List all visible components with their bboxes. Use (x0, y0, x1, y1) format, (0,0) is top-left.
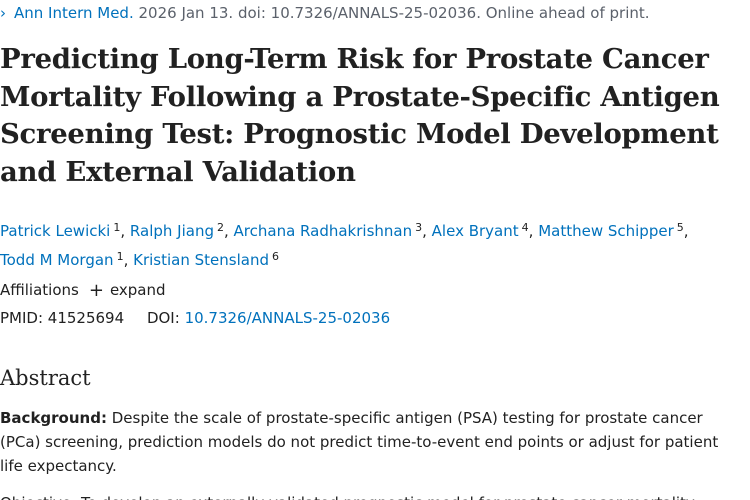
citation-details: 2026 Jan 13. doi: 10.7326/ANNALS-25-0203… (133, 4, 650, 22)
affiliation-ref[interactable]: 1 (116, 250, 124, 263)
author-separator: , (528, 222, 534, 240)
author-separator: , (223, 222, 229, 240)
journal-citation: › Ann Intern Med. 2026 Jan 13. doi: 10.73… (0, 3, 650, 23)
author-separator: , (120, 222, 126, 240)
author-link[interactable]: Kristian Stensland (133, 251, 269, 269)
doi-link[interactable]: 10.7326/ANNALS-25-02036 (184, 309, 391, 327)
journal-link[interactable]: Ann Intern Med. (14, 4, 134, 22)
identifiers-row: PMID: 41525694 DOI: 10.7326/ANNALS-25-02… (0, 308, 390, 328)
author-link[interactable]: Archana Radhakrishnan (233, 222, 413, 240)
affiliation-ref[interactable]: 2 (216, 221, 224, 234)
background-label: Background: (0, 409, 107, 427)
background-text: Despite the scale of prostate-specific a… (0, 409, 719, 475)
abstract-objective-partial: Objective: To develop an externally vali… (0, 491, 745, 500)
author-separator: , (422, 222, 427, 240)
affiliation-ref[interactable]: 5 (676, 221, 684, 234)
expand-affiliations-button[interactable]: + expand (88, 280, 166, 301)
author-separator: , (123, 251, 129, 269)
author-link[interactable]: Alex Bryant (431, 222, 519, 240)
abstract-background: Background: Despite the scale of prostat… (0, 406, 745, 478)
affiliations-label: Affiliations (0, 281, 79, 299)
affiliation-ref[interactable]: 6 (271, 250, 279, 263)
abstract-heading: Abstract (0, 366, 91, 390)
author-list: Patrick Lewicki 1, Ralph Jiang 2, Archana … (0, 215, 740, 273)
chevron-right-icon: › (0, 4, 6, 22)
affiliation-ref[interactable]: 4 (521, 221, 529, 234)
author-link[interactable]: Ralph Jiang (129, 222, 214, 240)
doi-label: DOI: (146, 309, 180, 327)
affiliation-ref[interactable]: 1 (113, 221, 121, 234)
affiliation-ref[interactable]: 3 (415, 221, 423, 234)
pmid-value: 41525694 (47, 309, 125, 327)
author-link[interactable]: Todd M Morgan (0, 251, 114, 269)
plus-icon: + (88, 280, 104, 301)
expand-label: expand (109, 281, 166, 299)
author-link[interactable]: Patrick Lewicki (0, 222, 111, 240)
author-separator: , (683, 222, 689, 240)
pmid-label: PMID: (0, 309, 44, 327)
author-link[interactable]: Matthew Schipper (538, 222, 674, 240)
article-title: Predicting Long-Term Risk for Prostate C… (0, 43, 720, 188)
affiliations-row: Affiliations + expand (0, 280, 166, 301)
